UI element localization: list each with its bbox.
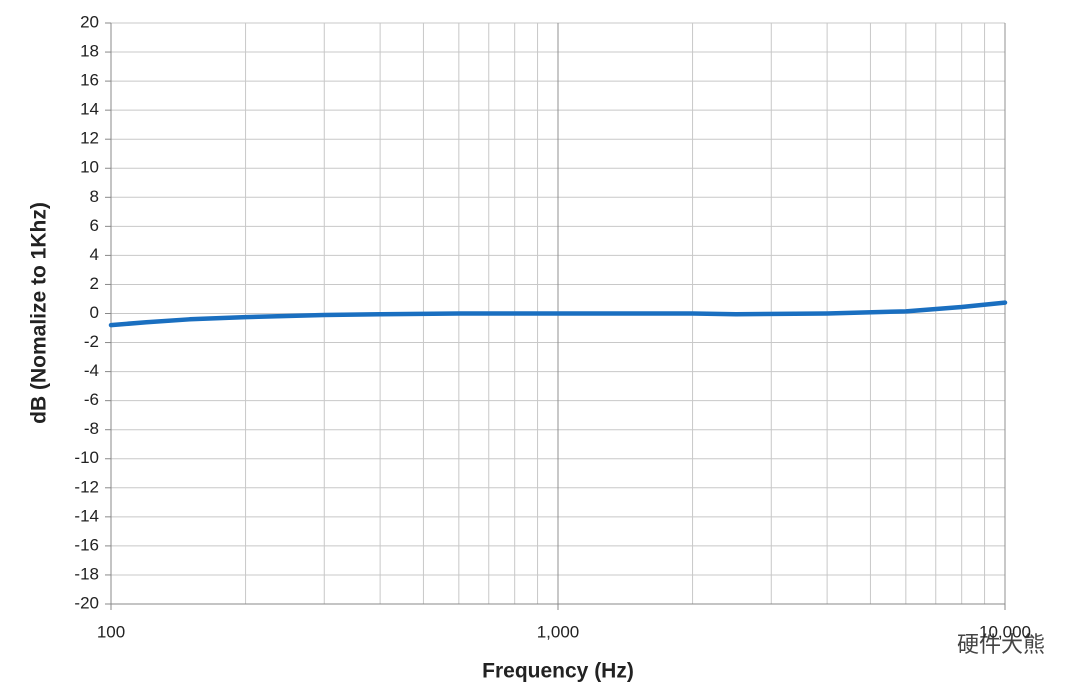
y-tick-label: -6: [84, 390, 99, 409]
y-tick-label: -2: [84, 332, 99, 351]
x-tick-label: 1,000: [537, 622, 580, 641]
y-tick-label: 20: [80, 12, 99, 31]
y-tick-label: -18: [74, 564, 99, 583]
y-tick-label: 14: [80, 100, 99, 119]
y-tick-label: 6: [90, 216, 99, 235]
y-tick-label: 8: [90, 187, 99, 206]
y-tick-label: -4: [84, 361, 99, 380]
y-tick-label: 16: [80, 71, 99, 90]
line: [108, 300, 1008, 328]
y-tick-label: -14: [74, 506, 99, 525]
y-tick-label: 2: [90, 274, 99, 293]
x-tick-label: 100: [97, 622, 125, 641]
y-tick-label: 4: [90, 245, 99, 264]
y-tick-label: -8: [84, 419, 99, 438]
y-tick-label: 10: [80, 158, 99, 177]
y-tick-label: 12: [80, 129, 99, 148]
watermark: 硬件大熊: [957, 632, 1045, 657]
y-tick-label: 18: [80, 42, 99, 61]
y-tick-label: -12: [74, 477, 99, 496]
y-tick-label: -16: [74, 535, 99, 554]
y-tick-label: 0: [90, 303, 99, 322]
y-tick-label: -10: [74, 448, 99, 467]
x-axis-label: Frequency (Hz): [482, 660, 634, 683]
y-axis-label: dB (Nomalize to 1Khz): [28, 202, 51, 424]
y-tick-label: -20: [74, 593, 99, 612]
x-tick-label: 10,000: [979, 622, 1031, 641]
